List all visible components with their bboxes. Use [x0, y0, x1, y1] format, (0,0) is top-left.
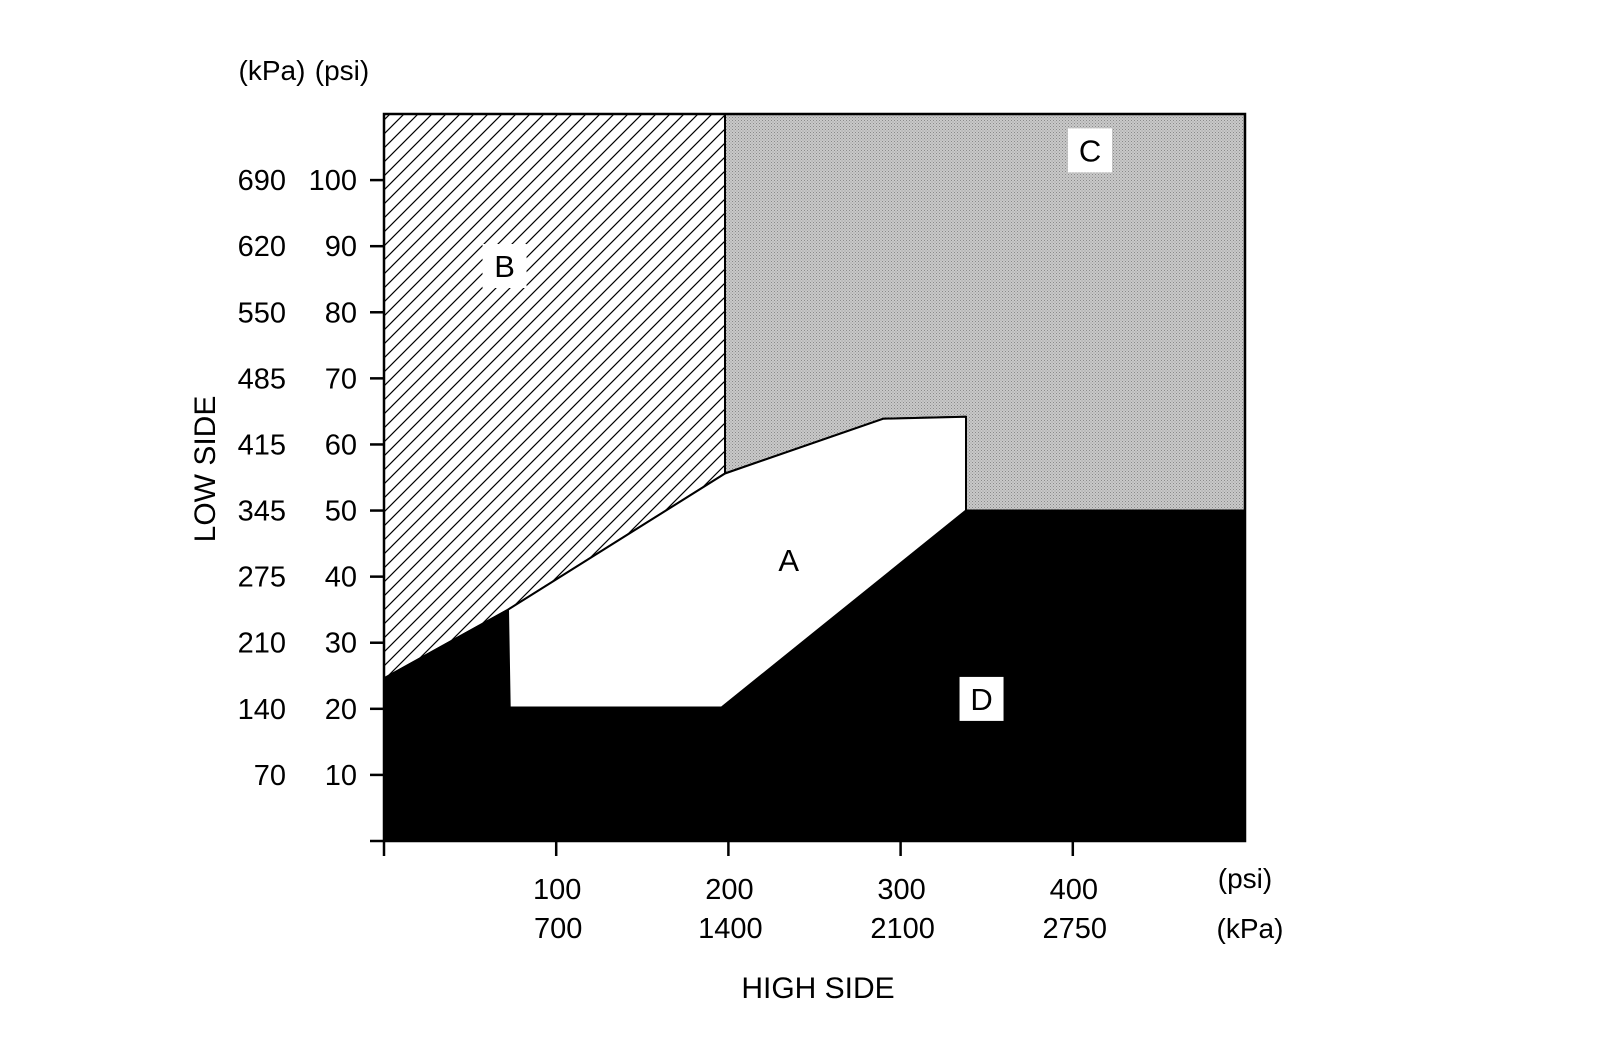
y-tick-label-kpa: 485 [238, 363, 286, 395]
y-tick-label-psi: 100 [309, 165, 357, 197]
y-tick-label-kpa: 140 [238, 694, 286, 726]
x-tick-label-psi: 100 [533, 874, 581, 906]
x-tick-label-kpa: 1400 [698, 913, 763, 945]
y-tick-label-kpa: 210 [238, 628, 286, 660]
region-d-label: D [970, 682, 992, 717]
x-tick-label-kpa: 700 [534, 913, 582, 945]
chart-axes: 10 70 20 140 30 210 40 275 50 345 60 415 70 485 80 550 9… [238, 165, 1107, 945]
y-tick-label-psi: 70 [325, 363, 357, 395]
x-tick-label-kpa: 2100 [870, 913, 935, 945]
region-c-label: C [1079, 133, 1101, 168]
y-tick-label-psi: 30 [325, 628, 357, 660]
region-b-label: B [494, 249, 515, 284]
x-tick-label-psi: 400 [1050, 874, 1098, 906]
plot-frame [382, 112, 1247, 843]
y-tick-label-kpa: 550 [238, 297, 286, 329]
x-units-kpa: (kPa) [1217, 913, 1284, 944]
y-tick-label-psi: 10 [325, 760, 357, 792]
region-a [507, 415, 967, 709]
y-tick-label-psi: 20 [325, 694, 357, 726]
y-tick-label-kpa: 275 [238, 562, 286, 594]
y-axis-title: LOW SIDE [189, 396, 222, 543]
y-tick-label-psi: 50 [325, 496, 357, 528]
y-units-kpa: (kPa) [239, 55, 306, 86]
y-tick-label-kpa: 345 [238, 496, 286, 528]
y-units-psi: (psi) [315, 55, 369, 86]
y-tick-label-psi: 90 [325, 231, 357, 263]
y-tick-label-psi: 60 [325, 429, 357, 461]
x-tick-label-psi: 300 [877, 874, 925, 906]
chart-regions [383, 113, 1246, 842]
region-a-label: A [778, 543, 799, 578]
y-tick-label-psi: 40 [325, 562, 357, 594]
x-axis-title: HIGH SIDE [741, 972, 894, 1005]
y-tick-label-kpa: 415 [238, 429, 286, 461]
x-tick-label-psi: 200 [705, 874, 753, 906]
region-c-label-box [1068, 128, 1113, 173]
x-units-psi: (psi) [1218, 863, 1272, 894]
y-tick-label-kpa: 620 [238, 231, 286, 263]
region-labels: C B D A [482, 128, 1113, 721]
y-tick-label-kpa: 70 [254, 760, 286, 792]
region-d-label-box [959, 676, 1004, 721]
y-tick-label-psi: 80 [325, 297, 357, 329]
x-tick-label-kpa: 2750 [1043, 913, 1108, 945]
region-b-label-box [482, 244, 527, 289]
y-tick-label-kpa: 690 [238, 165, 286, 197]
